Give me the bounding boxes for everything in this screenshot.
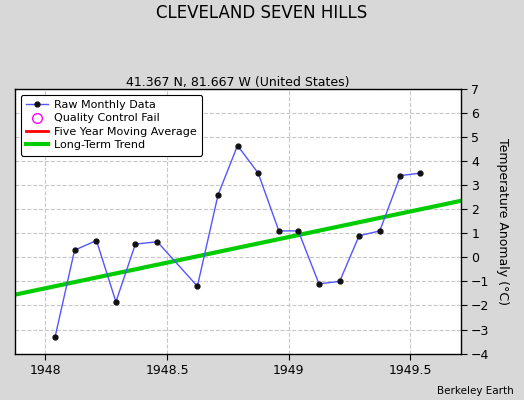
Text: CLEVELAND SEVEN HILLS: CLEVELAND SEVEN HILLS <box>156 4 368 22</box>
Line: Raw Monthly Data: Raw Monthly Data <box>53 143 422 339</box>
Text: Berkeley Earth: Berkeley Earth <box>437 386 514 396</box>
Raw Monthly Data <box>377 228 383 233</box>
Title: 41.367 N, 81.667 W (United States): 41.367 N, 81.667 W (United States) <box>126 76 350 89</box>
Raw Monthly Data <box>316 282 322 286</box>
Raw Monthly Data <box>255 171 261 176</box>
Raw Monthly Data <box>295 228 301 233</box>
Raw Monthly Data <box>417 171 423 176</box>
Raw Monthly Data <box>336 279 343 284</box>
Raw Monthly Data <box>113 300 119 304</box>
Raw Monthly Data <box>194 284 201 289</box>
Raw Monthly Data <box>154 239 160 244</box>
Raw Monthly Data <box>276 228 282 233</box>
Legend: Raw Monthly Data, Quality Control Fail, Five Year Moving Average, Long-Term Tren: Raw Monthly Data, Quality Control Fail, … <box>20 94 202 156</box>
Raw Monthly Data <box>132 242 138 246</box>
Raw Monthly Data <box>397 173 403 178</box>
Raw Monthly Data <box>234 143 241 148</box>
Y-axis label: Temperature Anomaly (°C): Temperature Anomaly (°C) <box>496 138 509 305</box>
Raw Monthly Data <box>356 233 362 238</box>
Raw Monthly Data <box>52 334 58 339</box>
Raw Monthly Data <box>71 248 78 252</box>
Raw Monthly Data <box>215 192 221 197</box>
Raw Monthly Data <box>93 238 100 243</box>
